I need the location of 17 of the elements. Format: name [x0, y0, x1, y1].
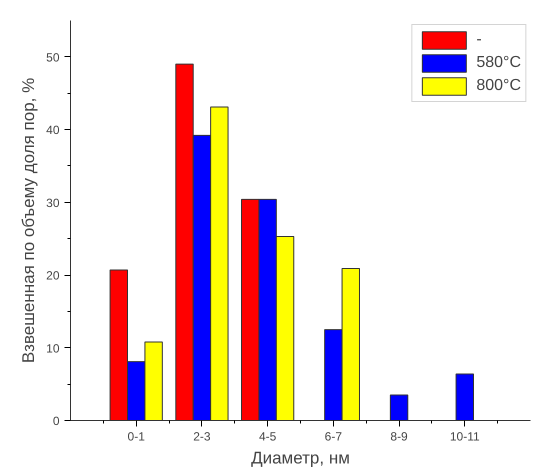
x-tick-label: 6-7: [324, 430, 342, 444]
y-tick-label: 40: [46, 123, 60, 138]
x-tick-label: 4-5: [258, 430, 277, 444]
legend-label: -: [476, 31, 483, 49]
x-tick-label: 10-11: [450, 430, 480, 444]
y-tick-label: 30: [46, 196, 60, 210]
y-tick-label: 10: [46, 341, 60, 356]
y-tick-label: 50: [46, 50, 60, 64]
y-axis-title: Взвешенная по объему доля пор, %: [19, 78, 38, 364]
x-tick-label: 8-9: [390, 430, 408, 444]
y-tick-label: 0: [52, 414, 60, 428]
legend-label: 580°C: [476, 54, 521, 72]
x-axis-title: Диаметр, нм: [251, 448, 350, 468]
x-tick-label: 2-3: [193, 430, 211, 444]
legend-label: 800°C: [476, 77, 521, 95]
x-tick-label: 0-1: [128, 430, 146, 444]
y-tick-label: 20: [46, 268, 60, 283]
